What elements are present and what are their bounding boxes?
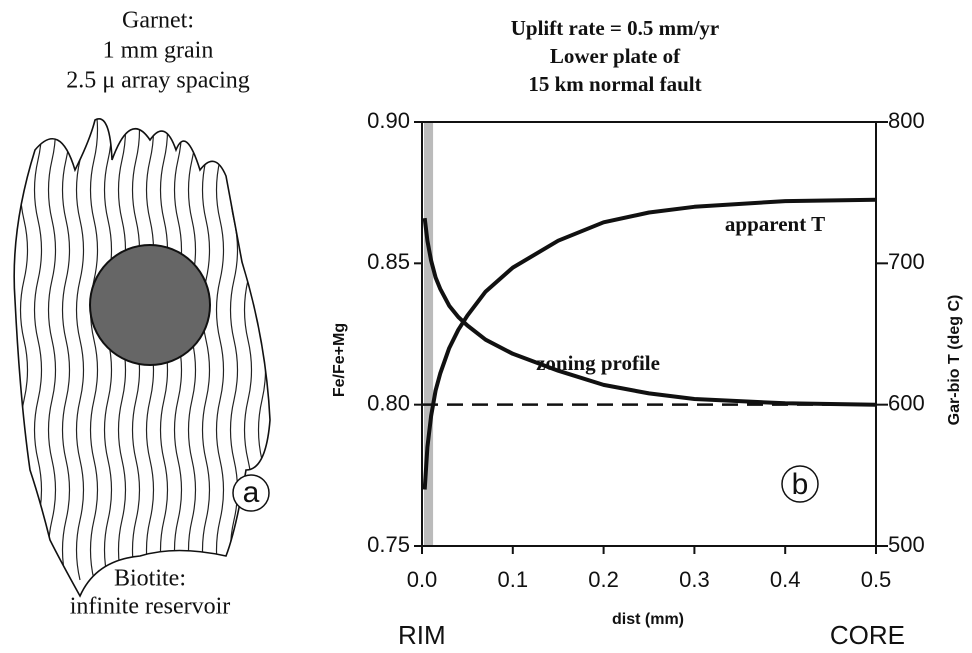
x-tick-label: 0.1: [498, 567, 529, 592]
series-label: apparent T: [725, 212, 825, 236]
y-tick-label: 0.90: [367, 108, 410, 133]
y-tick-label: 0.85: [367, 249, 410, 274]
shaded-region: [424, 122, 434, 546]
y-tick-label: 0.80: [367, 390, 410, 415]
chart-title: 15 km normal fault: [528, 72, 701, 96]
y2-tick-label: 800: [888, 108, 925, 133]
plot-frame: [421, 121, 877, 547]
chart-title: Uplift rate = 0.5 mm/yr: [511, 16, 720, 40]
panel-label-circle: [781, 465, 819, 503]
y2-tick-label: 600: [888, 390, 925, 415]
illustration-caption: Biotite:: [114, 566, 186, 592]
y-axis-label: Fe/Fe+Mg: [331, 323, 348, 397]
core-label: CORE: [830, 620, 905, 650]
x-tick-label: 0.0: [407, 567, 438, 592]
x-axis-label: dist (mm): [612, 611, 684, 628]
data-line: [422, 217, 877, 407]
illustration-title: 1 mm grain: [103, 38, 214, 64]
x-tick-label: 0.3: [679, 567, 710, 592]
panel-label: a: [243, 476, 260, 509]
rim-label: RIM: [398, 620, 446, 650]
garnet-illustration: [13, 118, 271, 598]
illustration-title: 2.5 μ array spacing: [66, 68, 249, 94]
panel-label: b: [792, 468, 809, 501]
data-line: [422, 197, 877, 490]
chart-title: Lower plate of: [550, 44, 681, 68]
illustration-title: Garnet:: [122, 8, 194, 34]
x-tick-label: 0.5: [861, 567, 892, 592]
y2-axis-label: Gar-bio T (deg C): [946, 295, 963, 426]
y-tick-label: 0.75: [367, 532, 410, 557]
x-tick-label: 0.4: [770, 567, 801, 592]
x-tick-label: 0.2: [588, 567, 619, 592]
y2-tick-label: 700: [888, 249, 925, 274]
illustration-caption: infinite reservoir: [70, 594, 231, 620]
series-label: zoning profile: [536, 351, 660, 375]
y2-tick-label: 500: [888, 532, 925, 557]
